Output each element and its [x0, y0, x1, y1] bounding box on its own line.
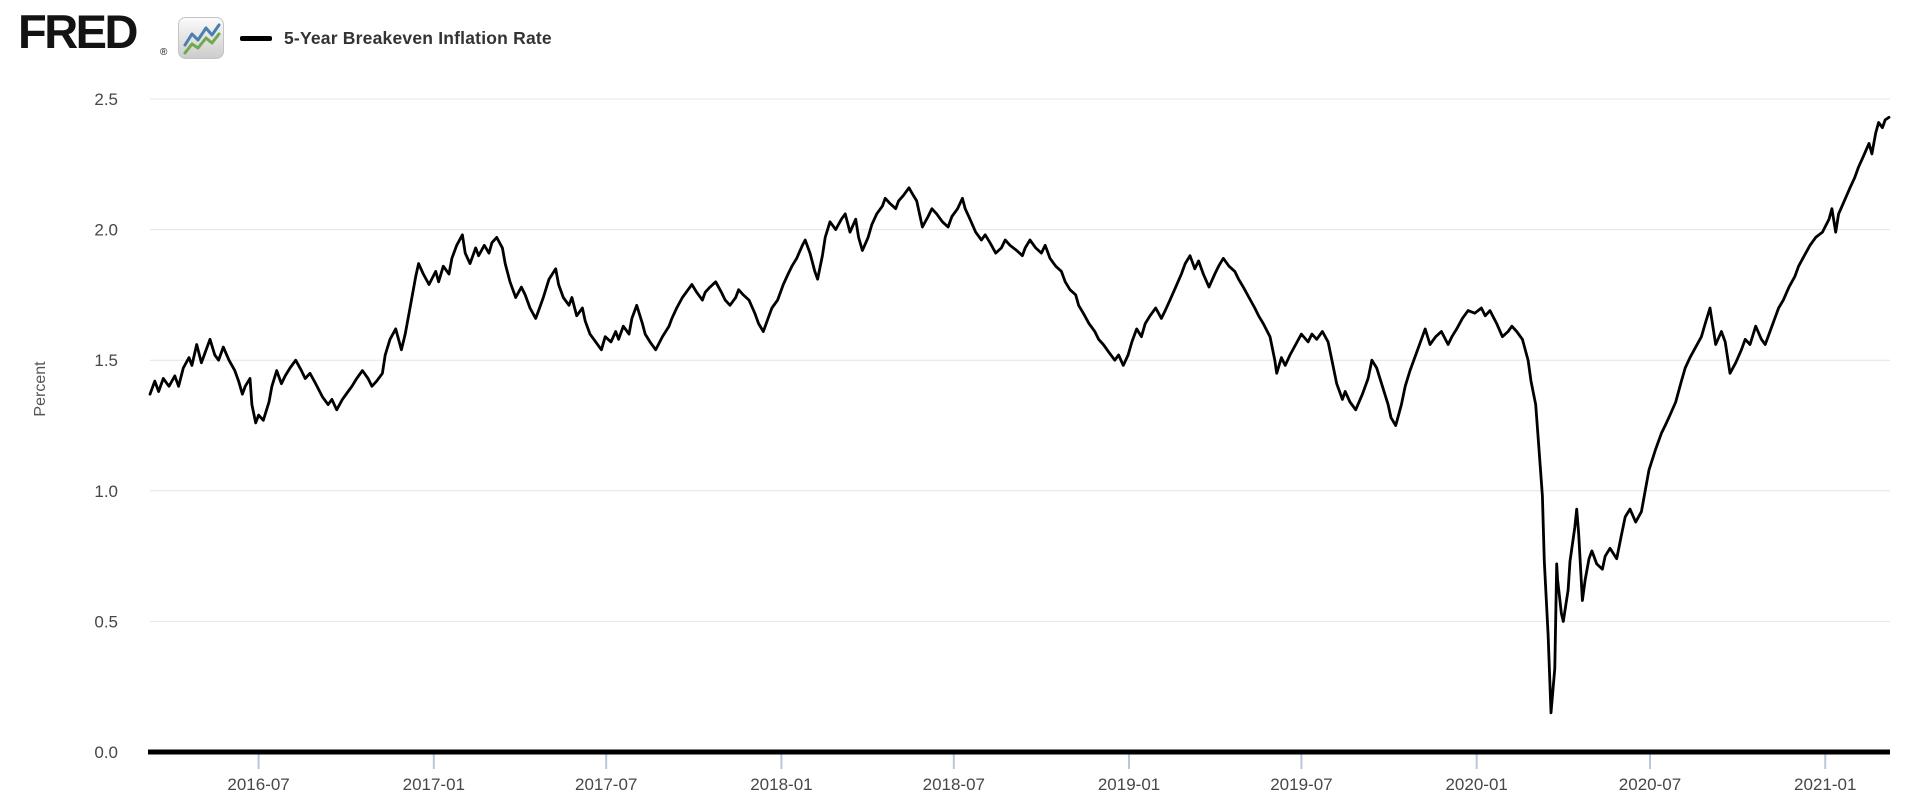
x-tick-label-2020-01: 2020-01	[1445, 775, 1507, 794]
x-tick-label-2020-07: 2020-07	[1619, 775, 1681, 794]
legend-line-marker	[240, 36, 272, 41]
x-tick-label-2018-07: 2018-07	[923, 775, 985, 794]
x-tick-label-2017-01: 2017-01	[403, 775, 465, 794]
y-tick-label-2.5: 2.5	[94, 90, 118, 109]
y-tick-label-1.5: 1.5	[94, 351, 118, 370]
y-tick-label-2.0: 2.0	[94, 221, 118, 240]
fred-logo[interactable]: FRED	[18, 5, 138, 58]
y-tick-label-0.0: 0.0	[94, 743, 118, 762]
fred-sparkline-icon	[178, 17, 224, 59]
registered-trademark-symbol: ®	[160, 47, 168, 58]
x-tick-label-2019-07: 2019-07	[1270, 775, 1332, 794]
x-tick-label-2017-07: 2017-07	[575, 775, 637, 794]
series-line-5-Year Breakeven Inflation Rate	[148, 115, 1891, 715]
y-tick-label-1.0: 1.0	[94, 482, 118, 501]
x-tick-label-2016-07: 2016-07	[227, 775, 289, 794]
x-tick-label-2019-01: 2019-01	[1098, 775, 1160, 794]
chart-legend: 5-Year Breakeven Inflation Rate	[240, 28, 552, 49]
y-tick-label-0.5: 0.5	[94, 612, 118, 631]
legend-series-label: 5-Year Breakeven Inflation Rate	[284, 28, 552, 48]
x-tick-label-2021-01: 2021-01	[1794, 775, 1856, 794]
x-tick-label-2018-01: 2018-01	[750, 775, 812, 794]
